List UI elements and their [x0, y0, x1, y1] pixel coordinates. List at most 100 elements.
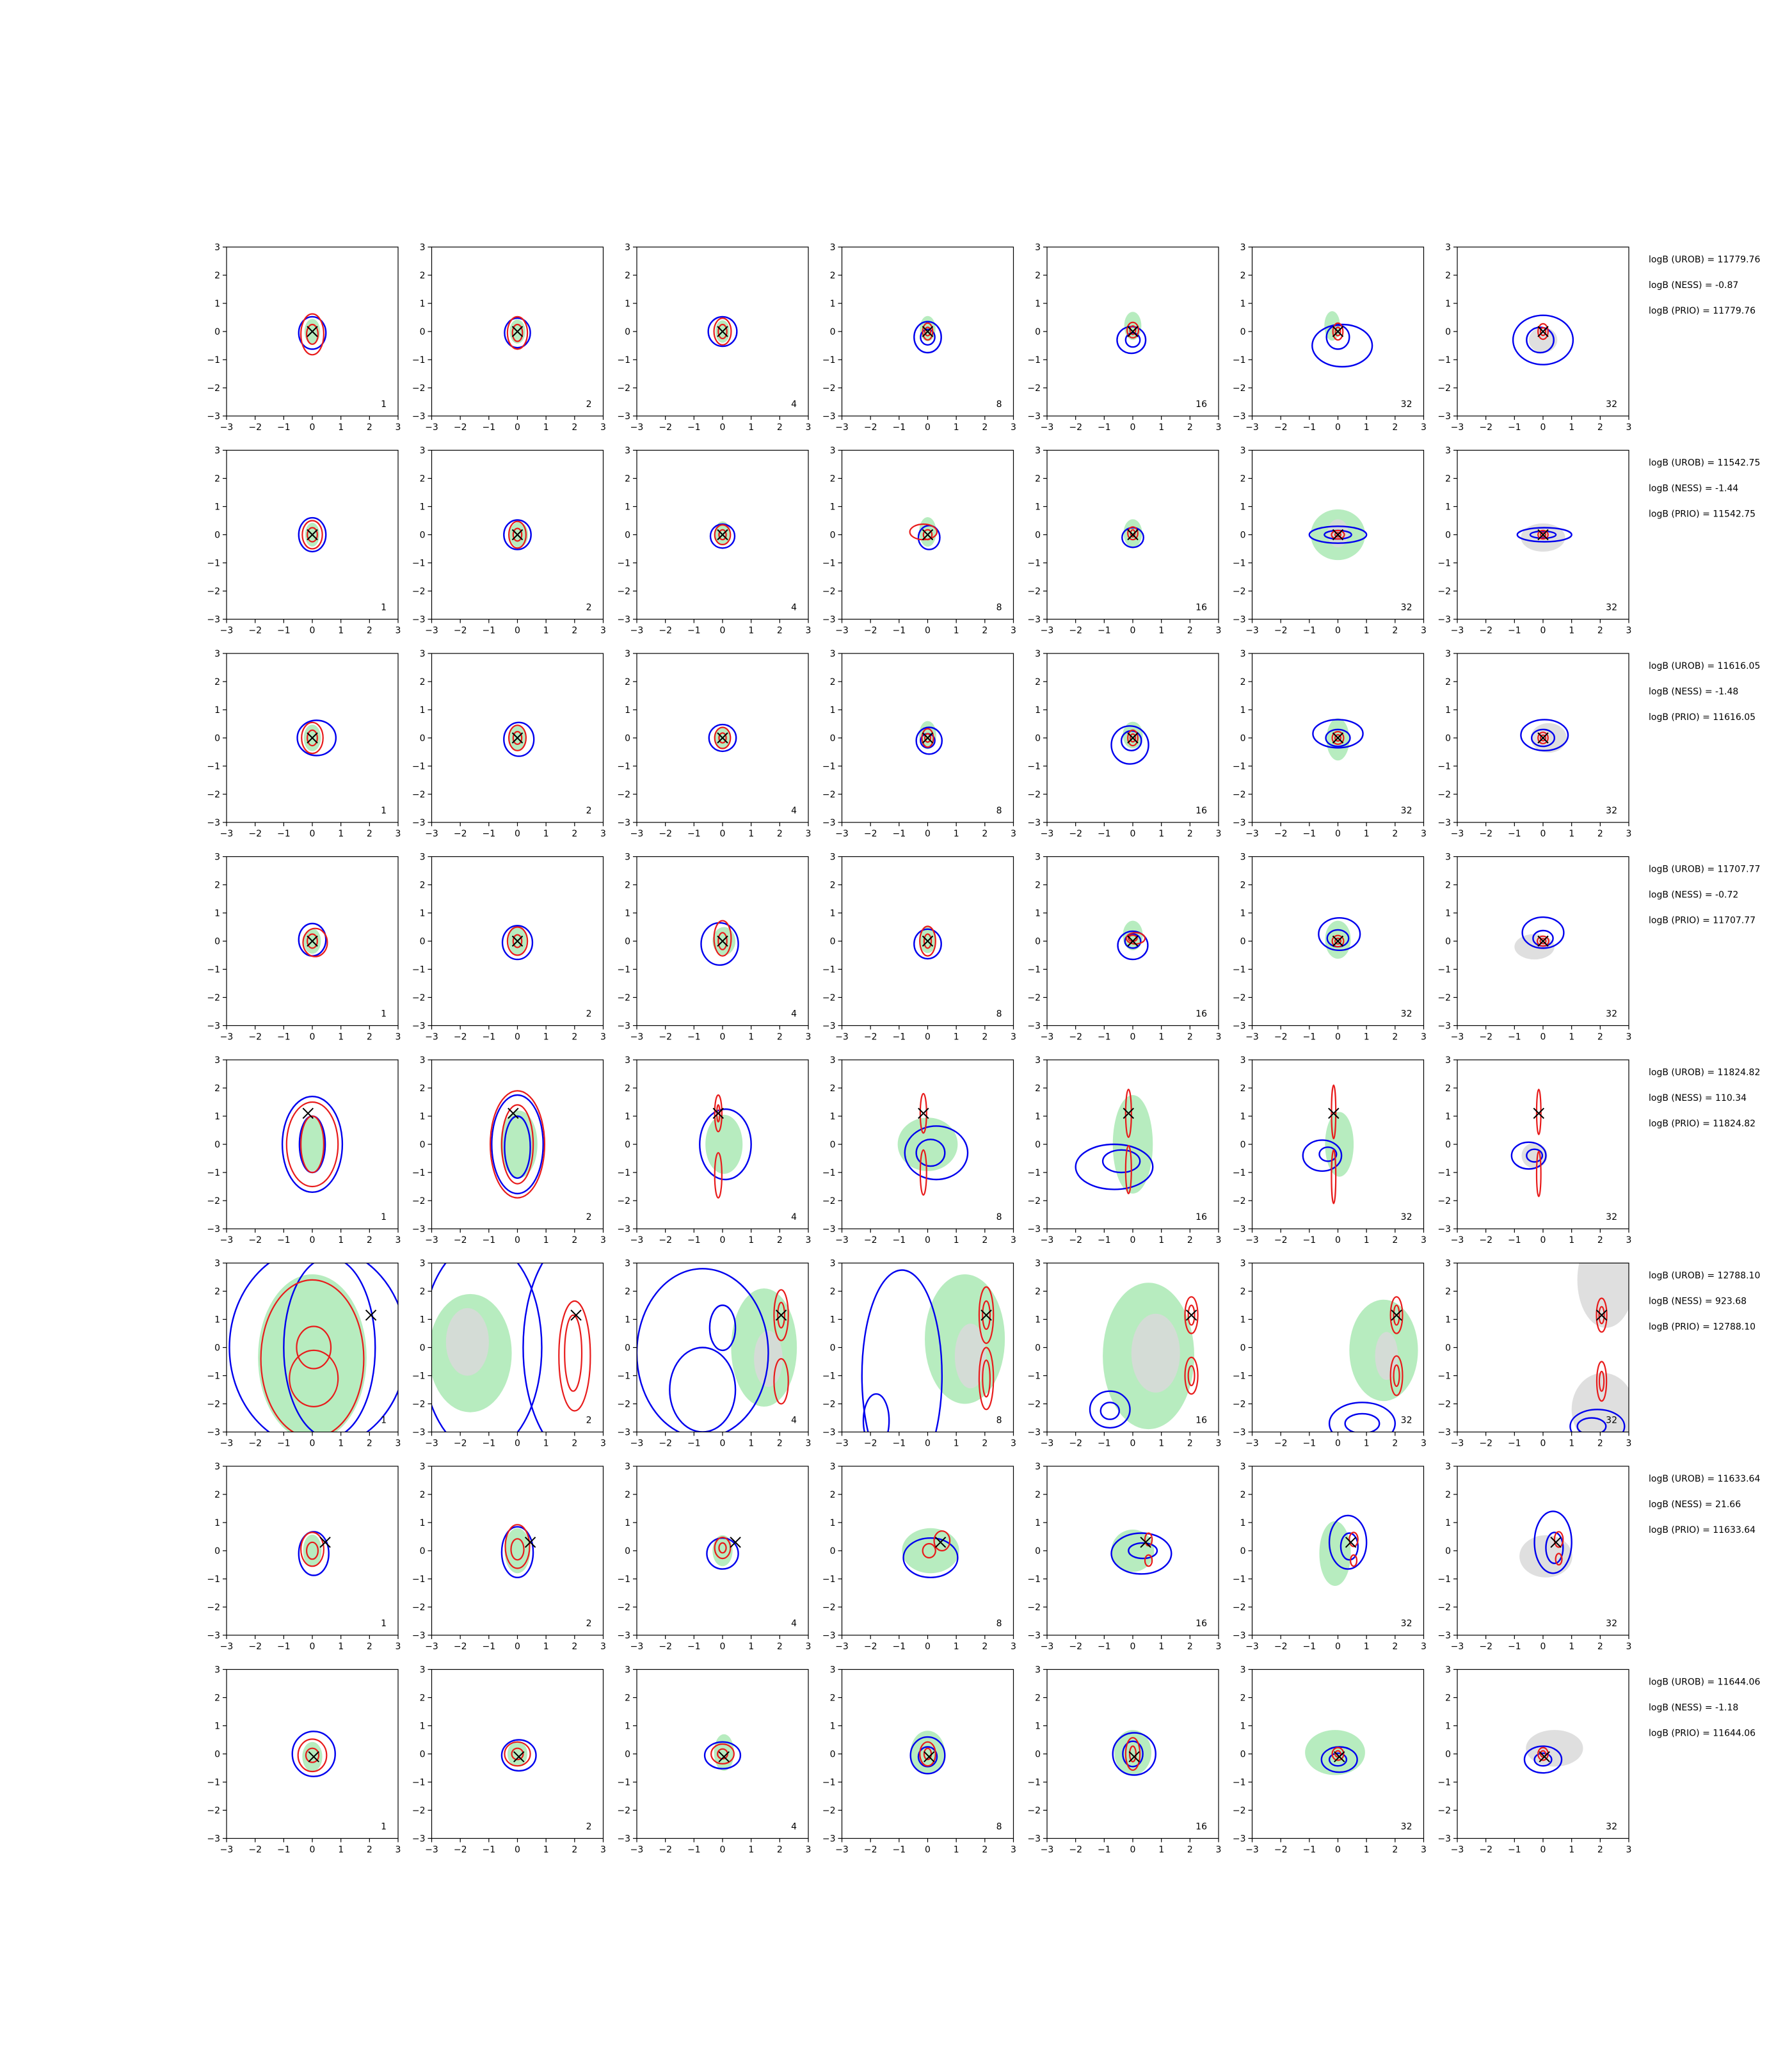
x-tick-label: 0: [515, 1845, 520, 1855]
x-tick-label: 1: [1158, 1845, 1164, 1855]
logb-stat: logB (UROB) = 11616.05: [1649, 661, 1760, 671]
x-tick-label: −2: [659, 1845, 672, 1855]
y-tick-label: −3: [1233, 1428, 1246, 1438]
blue-contour: [1121, 527, 1144, 548]
y-tick-label: −1: [617, 355, 630, 365]
y-tick-label: 3: [214, 446, 220, 456]
y-tick-label: 2: [420, 1693, 426, 1704]
x-tick-label: −1: [277, 1032, 291, 1043]
panel-r3-c5: −3 −2 −1 0 1 2 3 3 2 1 0 −1 −2 −3 16: [1027, 649, 1221, 839]
x-tick-label: 1: [1569, 829, 1574, 839]
y-tick-label: 2: [1035, 1693, 1041, 1704]
y-tick-label: −1: [822, 1372, 836, 1382]
x-tick-label: −3: [220, 1235, 234, 1245]
x-tick-label: −3: [630, 1642, 644, 1652]
y-tick-label: 1: [830, 909, 836, 919]
blue-contour: [1325, 324, 1350, 350]
x-tick-label: 0: [720, 1642, 726, 1652]
y-tick-label: −1: [412, 965, 426, 975]
truth-marker: [718, 1751, 730, 1763]
red-contour: [300, 1115, 324, 1174]
y-tick-label: 0: [420, 733, 426, 744]
y-tick-label: 0: [214, 1546, 220, 1556]
panel-tag: 32: [1401, 1009, 1412, 1020]
x-tick-label: 2: [367, 422, 372, 433]
y-tick-label: 0: [830, 1546, 836, 1556]
y-tick-label: 0: [625, 327, 630, 337]
y-tick-label: 1: [1240, 299, 1246, 309]
x-tick-label: −3: [1245, 829, 1259, 839]
y-tick-label: 1: [420, 909, 426, 919]
blue-contour: [431, 1263, 543, 1432]
truth-marker: [922, 326, 934, 337]
panel-tag: 4: [791, 1416, 797, 1426]
y-tick-label: 1: [830, 1722, 836, 1732]
blue-contour: [1340, 1532, 1359, 1561]
truth-marker: [1539, 1751, 1550, 1763]
prior-density: [1521, 1142, 1548, 1169]
panel-r4-c2: −3 −2 −1 0 1 2 3 3 2 1 0 −1 −2 −3 2: [412, 852, 606, 1043]
x-tick-label: 2: [777, 626, 783, 636]
x-tick-label: 1: [338, 422, 344, 433]
x-tick-label: 2: [572, 1032, 577, 1043]
y-tick-label: 3: [420, 446, 426, 456]
x-tick-label: 2: [572, 1439, 577, 1449]
x-tick-label: −1: [483, 1235, 496, 1245]
x-tick-label: 2: [1187, 829, 1193, 839]
x-tick-label: 0: [1130, 1032, 1136, 1043]
logb-stat: logB (PRIO) = 11644.06: [1649, 1729, 1756, 1739]
x-tick-label: 1: [1364, 1032, 1370, 1043]
y-tick-label: −1: [207, 1778, 220, 1788]
y-tick-label: −2: [617, 383, 630, 394]
red-contour: [1539, 532, 1547, 538]
y-tick-label: 3: [830, 649, 836, 659]
x-tick-label: 0: [515, 1642, 520, 1652]
blue-contour: [503, 519, 532, 550]
x-tick-label: 3: [1626, 626, 1632, 636]
y-tick-label: −3: [1027, 1021, 1041, 1032]
truth-marker: [934, 1537, 947, 1548]
y-tick-label: 0: [1240, 1750, 1246, 1760]
x-tick-label: −3: [1041, 1032, 1054, 1043]
truth-marker: [1537, 935, 1549, 947]
x-tick-label: 1: [954, 1032, 959, 1043]
y-tick-label: 1: [420, 705, 426, 716]
truth-marker: [365, 1309, 377, 1321]
blue-contour: [1100, 1402, 1120, 1420]
x-tick-label: −2: [1274, 1235, 1288, 1245]
x-tick-label: 0: [310, 1845, 316, 1855]
red-contour: [500, 1104, 534, 1185]
red-contour: [1334, 326, 1341, 337]
x-tick-label: 0: [1335, 1439, 1341, 1449]
blue-contour: [861, 1269, 943, 1432]
x-tick-label: −1: [277, 829, 291, 839]
red-contour: [1124, 1089, 1132, 1139]
x-tick-label: 1: [1364, 829, 1370, 839]
y-tick-label: 2: [1445, 271, 1451, 281]
red-contour: [1350, 1554, 1358, 1567]
panel-tag: 16: [1196, 806, 1207, 816]
panel-tag: 32: [1606, 1416, 1617, 1426]
y-tick-label: 3: [214, 1462, 220, 1472]
x-tick-label: −2: [1274, 1845, 1288, 1855]
truth-marker: [511, 935, 524, 947]
x-tick-label: −2: [1069, 1642, 1082, 1652]
red-contour: [1598, 1306, 1605, 1325]
x-tick-label: −3: [1041, 1235, 1054, 1245]
blue-contour: [1533, 1510, 1572, 1574]
x-tick-label: −2: [454, 1032, 467, 1043]
truth-marker: [307, 529, 318, 541]
y-tick-label: 0: [830, 1343, 836, 1354]
panel-r2-c2: −3 −2 −1 0 1 2 3 3 2 1 0 −1 −2 −3 2: [412, 446, 606, 636]
y-tick-label: −1: [1027, 1778, 1041, 1788]
blue-contour: [291, 1731, 336, 1777]
x-tick-label: 2: [777, 1642, 783, 1652]
y-tick-label: 0: [1445, 327, 1451, 337]
y-tick-label: 3: [214, 649, 220, 659]
x-tick-label: −2: [1479, 1642, 1492, 1652]
x-tick-label: 3: [806, 1032, 812, 1043]
x-tick-label: −2: [864, 1845, 877, 1855]
y-tick-label: −3: [1437, 1428, 1451, 1438]
x-tick-label: 0: [1540, 1235, 1546, 1245]
x-tick-label: −3: [425, 422, 438, 433]
